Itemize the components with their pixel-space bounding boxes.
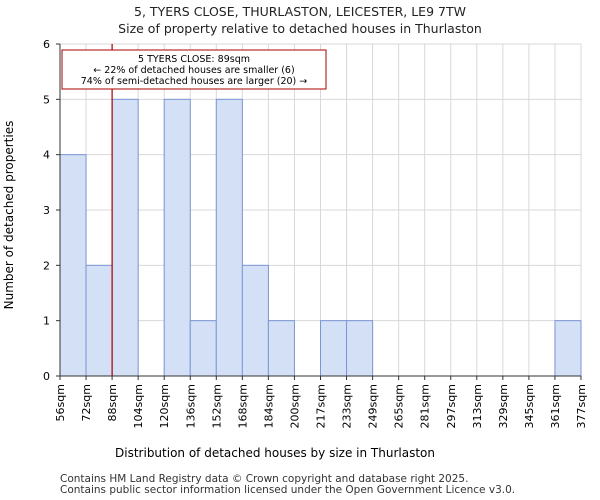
y-tick-label: 5 [43, 93, 50, 106]
bar [85, 264, 113, 377]
x-tick-label: 217sqm [315, 384, 328, 428]
x-tick-label: 184sqm [262, 384, 275, 428]
y-tick-label: 2 [43, 259, 50, 272]
bar [267, 320, 295, 377]
x-tick-label: 313sqm [471, 384, 484, 428]
x-tick-label: 233sqm [341, 384, 354, 428]
x-tick-label: 200sqm [288, 384, 301, 428]
x-tick-label: 56sqm [54, 384, 67, 421]
x-tick-label: 265sqm [393, 384, 406, 428]
y-tick-label: 4 [43, 149, 50, 162]
x-axis-label: Distribution of detached houses by size … [115, 446, 435, 460]
x-tick-label: 72sqm [80, 384, 93, 421]
x-tick-label: 104sqm [132, 384, 145, 428]
bar [189, 320, 217, 377]
chart-subtitle: Size of property relative to detached ho… [118, 21, 482, 36]
annotation-box [61, 49, 327, 90]
y-axis-label: Number of detached properties [2, 121, 16, 310]
x-tick-label: 120sqm [158, 384, 171, 428]
x-tick-label: 136sqm [184, 384, 197, 428]
annotation-line-2: ← 22% of detached houses are smaller (6) [93, 65, 294, 76]
y-tick-label: 1 [43, 315, 50, 328]
x-tick-label: 168sqm [236, 384, 249, 428]
bar [346, 320, 374, 377]
bar [59, 154, 87, 377]
annotation-line-3: 74% of semi-detached houses are larger (… [81, 76, 308, 87]
bar [320, 320, 348, 377]
footer-line-2: Contains public sector information licen… [60, 484, 516, 496]
chart-title: 5, TYERS CLOSE, THURLASTON, LEICESTER, L… [134, 4, 466, 19]
x-tick-label: 377sqm [575, 384, 588, 428]
x-tick-label: 361sqm [549, 384, 562, 428]
annotation-line-1: 5 TYERS CLOSE: 89sqm [138, 54, 250, 65]
x-tick-label: 281sqm [419, 384, 432, 428]
y-tick-label: 0 [43, 370, 50, 383]
x-tick-label: 345sqm [523, 384, 536, 428]
bar [215, 98, 243, 377]
x-tick-label: 152sqm [210, 384, 223, 428]
footer-line-1: Contains HM Land Registry data © Crown c… [60, 473, 469, 485]
bar [111, 98, 139, 377]
y-tick-label: 6 [43, 38, 50, 51]
bar [241, 264, 269, 377]
bar [554, 320, 582, 377]
x-tick-label: 249sqm [367, 384, 380, 428]
x-tick-label: 88sqm [106, 384, 119, 421]
x-tick-label: 329sqm [497, 384, 510, 428]
y-tick-label: 3 [43, 204, 50, 217]
bar [163, 98, 191, 377]
x-tick-label: 297sqm [445, 384, 458, 428]
